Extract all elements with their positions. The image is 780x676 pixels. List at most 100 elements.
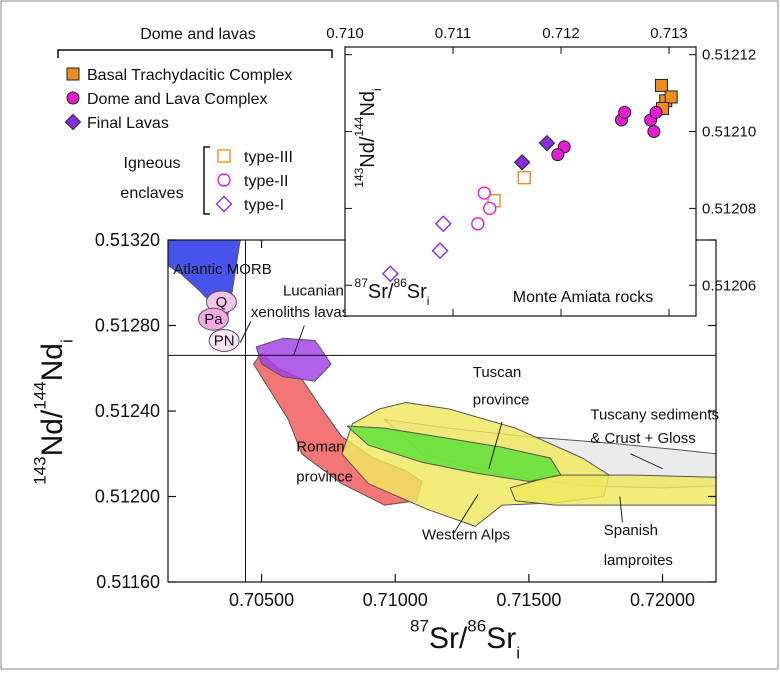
- y-tick-label: 0.51200: [95, 487, 160, 507]
- x-axis-label: 87Sr/86Sri: [410, 617, 520, 663]
- enclaves-bracket: [203, 146, 210, 215]
- legend-item-label: type-I: [244, 197, 284, 214]
- axis-label-part: i: [370, 88, 384, 91]
- axis-label-part: Nd: [357, 91, 379, 117]
- enclaves-title: enclaves: [120, 185, 183, 202]
- data-point-final-lavas: [513, 154, 531, 171]
- inset-x-axis-label: 87Sr/86Sri: [355, 276, 430, 308]
- region-annotation: Roman: [296, 439, 344, 456]
- field-spanish-lamproites: [509, 474, 716, 506]
- y-tick-label: 0.51280: [95, 316, 160, 336]
- axis-label-part: 144: [352, 116, 366, 136]
- data-point-type-iii: [517, 170, 531, 185]
- y-tick-label: 0.51160: [96, 572, 160, 592]
- inset-y-tick-label: 0.51208: [702, 200, 756, 217]
- legend-bracket: [57, 49, 333, 58]
- axis-label-part: Nd/: [357, 136, 379, 168]
- inset-title: Monte Amiata rocks: [513, 289, 654, 306]
- data-point-type-i: [434, 215, 452, 233]
- inset-plot: 0.710 0.711 0.712 0.713 0.51206 0.51208 0.5121…: [326, 25, 756, 317]
- axis-label-part: 87: [355, 276, 369, 290]
- legend-item-label: Dome and Lava Complex: [87, 91, 268, 108]
- y-tick-label: 0.51320: [95, 230, 160, 250]
- data-point-type-i: [431, 242, 449, 260]
- inset-x-tick-label: 0.710: [326, 25, 364, 42]
- axis-label-part: i: [516, 644, 520, 663]
- legend-marker-square: [66, 67, 80, 81]
- legend-item-label: Final Lavas: [87, 115, 169, 132]
- inset-y-tick-label: 0.51212: [702, 47, 756, 64]
- field-tuscan-province: [346, 425, 562, 482]
- axis-label-part: Nd: [36, 343, 69, 381]
- region-annotation: Western Alps: [422, 526, 510, 543]
- axis-label-part: Sr/: [368, 281, 394, 303]
- annotation-leader: [630, 453, 663, 470]
- axis-label-part: i: [58, 339, 77, 343]
- legend-marker-diamond: [64, 113, 82, 131]
- data-point-dome-and-lava-complex: [551, 148, 565, 162]
- legend-item-label: Basal Trachydacitic Complex: [87, 67, 292, 84]
- legend-marker-square: [217, 149, 231, 163]
- region-annotation: province: [296, 469, 353, 486]
- axis-label-part: 86: [393, 276, 407, 290]
- axis-label-part: 86: [467, 617, 486, 636]
- y-tick-label: 0.51240: [95, 401, 160, 421]
- x-tick-label: 0.72000: [630, 590, 695, 610]
- region-annotation: Tuscan: [473, 364, 522, 381]
- region-annotation: xenoliths lavas: [251, 304, 349, 321]
- data-point-type-ii: [483, 201, 497, 216]
- fields-group: QPa PN: [168, 240, 716, 527]
- axis-label-part: 87: [410, 617, 429, 636]
- axis-label-part: Nd/: [36, 409, 69, 456]
- region-annotation: Atlantic MORB: [173, 261, 271, 278]
- region-annotation: Tuscany sediments: [590, 407, 719, 424]
- legend-marker-circle: [66, 91, 80, 105]
- axis-label-part: Sr: [486, 622, 516, 655]
- data-point-basal-trachydacitic-complex: [654, 78, 668, 92]
- region-annotation: Lucanian: [283, 283, 344, 300]
- legend-item-label: type-II: [244, 173, 288, 190]
- legend-marker-diamond: [215, 195, 233, 213]
- legend: Dome and lavas Basal Trachydacitic Comple…: [57, 26, 333, 215]
- field-pn: [208, 328, 240, 352]
- annotation-leader: [453, 494, 479, 534]
- annotation-leader: [488, 421, 503, 469]
- data-point-type-ii: [477, 186, 492, 200]
- annotation-leader: [619, 496, 623, 523]
- field-label-pn: PN: [214, 332, 235, 349]
- inset-y-tick-label: 0.51206: [702, 277, 756, 294]
- axis-label-part: 144: [31, 381, 50, 409]
- annotation-leader: [293, 325, 305, 356]
- x-tick-label: 0.71000: [363, 590, 428, 610]
- legend-item-label: type-III: [244, 149, 293, 166]
- field-label-pa: Pa: [204, 311, 223, 328]
- x-tick-label: 0.70500: [229, 590, 294, 610]
- inset-y-tick-label: 0.51210: [702, 124, 756, 141]
- data-point-type-ii: [471, 217, 485, 231]
- data-point-basal-trachydacitic-complex: [664, 90, 678, 104]
- enclaves-title: Igneous: [124, 155, 181, 172]
- main-plot: QPa PN 0.70500 0.71000 0.71500 0.72000 0.51160…: [31, 230, 720, 663]
- x-tick-label: 0.71500: [496, 590, 561, 610]
- field-lucanian-xenoliths-lavas: [255, 337, 332, 382]
- inset-y-axis-label: 143Nd/144Ndi: [352, 88, 384, 187]
- inset-x-tick-label: 0.712: [542, 25, 580, 42]
- axis-label-part: i: [427, 294, 430, 308]
- data-point-final-lavas: [538, 134, 556, 152]
- region-annotation: lamproites: [604, 552, 673, 569]
- legend-title: Dome and lavas: [140, 26, 256, 43]
- axis-label-part: Sr: [407, 281, 427, 303]
- field-pa: [197, 307, 229, 331]
- axis-label-part: Sr/: [429, 622, 468, 655]
- data-point-type-i: [381, 265, 399, 283]
- y-axis-label: 143Nd/144Ndi: [31, 339, 77, 485]
- region-annotation: Spanish: [604, 522, 658, 539]
- axis-label-part: 143: [31, 456, 50, 484]
- region-annotation: & Crust + Gloss: [590, 430, 695, 447]
- field-label-q: Q: [216, 294, 228, 311]
- inset-x-tick-label: 0.711: [435, 25, 471, 42]
- axis-label-part: 143: [352, 167, 366, 187]
- data-point-dome-and-lava-complex: [618, 105, 632, 119]
